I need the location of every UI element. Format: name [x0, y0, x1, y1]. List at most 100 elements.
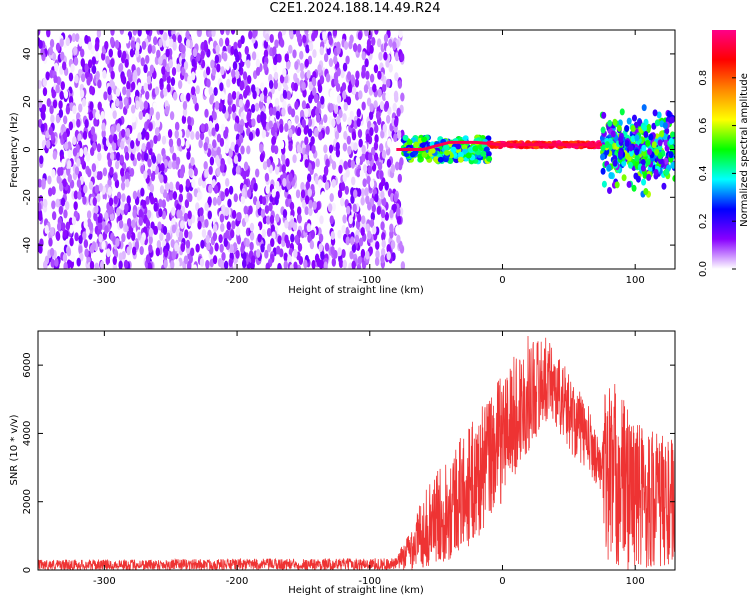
- spectrogram-cell: [348, 262, 353, 269]
- spectrogram-cell: [270, 224, 275, 234]
- spectrogram-cell: [272, 106, 277, 116]
- spectrogram-cell: [367, 152, 373, 162]
- spectrogram-cell: [98, 171, 103, 181]
- spectrogram-cell: [654, 148, 660, 156]
- spectrogram-cell: [210, 59, 215, 69]
- spectrogram-cell: [292, 154, 297, 164]
- spectrogram-cell: [166, 83, 171, 93]
- spectrogram-cell: [265, 33, 270, 43]
- spectrogram-cell: [194, 102, 199, 112]
- spectrogram-cell: [205, 234, 210, 244]
- x-tick-label: 100: [626, 275, 645, 286]
- spectrogram-cell: [224, 110, 229, 120]
- spectrogram-cell: [279, 140, 285, 150]
- spectrogram-cell: [352, 203, 357, 213]
- spectrogram-cell: [631, 114, 637, 122]
- spectrogram-cell: [163, 259, 168, 269]
- spectrogram-cell: [135, 42, 140, 52]
- spectrogram-cell: [83, 184, 88, 194]
- spectrogram-cell: [643, 187, 649, 195]
- spectrogram-cell: [110, 70, 115, 80]
- spectrogram-cell: [331, 257, 337, 267]
- spectrogram-cell: [221, 204, 226, 214]
- spectrogram-cell: [378, 51, 383, 61]
- spectrogram-cell: [226, 221, 231, 231]
- spectrogram-cell: [248, 30, 253, 40]
- spectrogram-cell: [108, 134, 114, 144]
- spectrogram-cell: [356, 118, 361, 128]
- spectrogram-cell: [304, 30, 309, 36]
- spectrogram-cell: [285, 157, 290, 167]
- spectrogram-cell: [119, 154, 124, 164]
- spectrogram-cell: [330, 230, 335, 240]
- spectrogram-cell: [182, 107, 188, 117]
- spectrogram-cell: [625, 152, 631, 160]
- spectrogram-cell: [356, 168, 361, 178]
- spectrogram-cell: [641, 124, 647, 132]
- spectrogram-cell: [93, 212, 98, 222]
- spectrogram-cell: [264, 204, 270, 214]
- spectrogram-cell: [147, 158, 152, 168]
- spectrogram-cell: [366, 175, 371, 185]
- spectrogram-cell: [73, 201, 78, 211]
- spectrogram-cell: [98, 183, 103, 193]
- spectrogram-cell: [191, 178, 196, 188]
- spectrogram-cell: [303, 125, 308, 135]
- spectrogram-cell: [130, 40, 136, 50]
- spectrogram-cell: [153, 135, 158, 145]
- spectrogram-cell: [76, 178, 82, 188]
- spectrogram-cell: [668, 151, 674, 159]
- spectrogram-cell: [185, 139, 190, 149]
- spectrogram-cell: [145, 219, 151, 229]
- spectrogram-cell: [116, 123, 121, 133]
- spectrogram-cell: [123, 96, 129, 106]
- spectrogram-cell: [207, 210, 212, 220]
- spectrogram-cell: [253, 182, 258, 192]
- spectrogram-cell: [336, 115, 341, 125]
- spectrogram-cell: [354, 234, 360, 244]
- spectrogram-cell: [89, 101, 94, 111]
- spectrogram-cell: [215, 44, 220, 54]
- spectrogram-cell: [143, 152, 149, 162]
- spectrogram-cell: [126, 217, 132, 227]
- spectrogram-cell: [317, 64, 322, 74]
- spectrogram-cell: [342, 113, 347, 123]
- spectrogram-cell: [461, 148, 468, 155]
- spectrogram-cell: [306, 69, 311, 79]
- spectrogram-cell: [258, 99, 264, 109]
- spectrogram-cell: [369, 103, 374, 113]
- y-tick-label: -40: [22, 237, 33, 253]
- spectrogram-cell: [472, 145, 479, 152]
- spectrogram-cell: [126, 69, 132, 79]
- spectrogram-cell: [85, 226, 91, 236]
- spectrogram-cell: [338, 164, 343, 174]
- spectrogram-cell: [38, 30, 41, 36]
- spectrogram-cell: [337, 229, 342, 239]
- spectrogram-cell: [197, 220, 202, 230]
- spectrogram-cell: [369, 218, 375, 228]
- spectrogram-cell: [149, 195, 155, 205]
- spectrogram-cell: [331, 160, 337, 170]
- spectrogram-cell: [255, 59, 261, 69]
- spectrogram-cell: [365, 70, 370, 80]
- spectrogram-cell: [333, 71, 339, 81]
- spectrogram-cell: [216, 167, 221, 177]
- spectrogram-cell: [246, 59, 251, 69]
- spectrogram-cell: [230, 30, 236, 35]
- spectrogram-cell: [289, 201, 295, 211]
- spectrogram-cell: [259, 153, 265, 163]
- spectrogram-cell: [265, 215, 271, 225]
- spectrogram-cell: [294, 114, 300, 124]
- spectrogram-cell: [88, 111, 93, 121]
- spectrogram-cell: [193, 167, 198, 177]
- spectrogram-cell: [199, 207, 204, 217]
- spectrogram-cell: [48, 187, 53, 197]
- spectrogram-cell: [62, 131, 68, 141]
- spectrogram-cell: [170, 260, 175, 269]
- spectrogram-cell: [254, 102, 260, 112]
- spectrogram-cell: [263, 87, 268, 97]
- spectrogram-cell: [374, 30, 379, 35]
- spectrogram-cell: [317, 84, 323, 94]
- spectrogram-cell: [346, 205, 351, 215]
